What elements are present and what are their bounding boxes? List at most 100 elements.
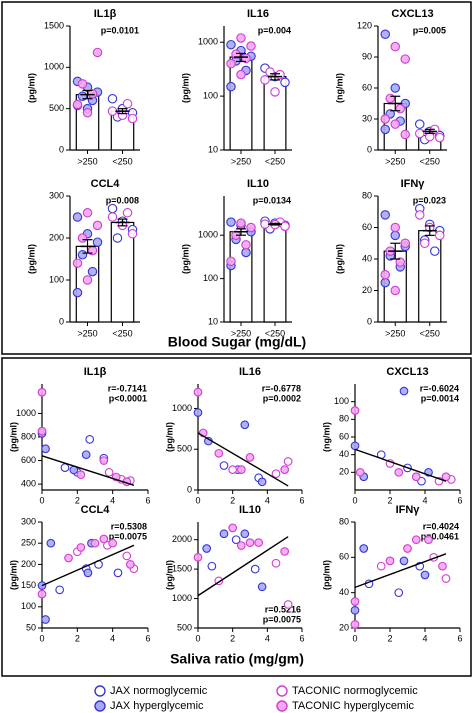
- top-panel-frame: [1, 1, 472, 355]
- data-point: [122, 551, 132, 561]
- annotation: p=0.008: [106, 195, 139, 205]
- x-tick-label: 0: [39, 633, 44, 643]
- x-tick-label: 6: [457, 495, 462, 505]
- data-point: [77, 250, 88, 260]
- data-point: [92, 47, 103, 58]
- y-axis-label: (pg/ml): [180, 244, 190, 274]
- x-tick-label: 0: [195, 633, 200, 643]
- data-point: [390, 285, 400, 296]
- data-point: [254, 538, 264, 547]
- data-point: [228, 523, 238, 533]
- data-point: [231, 49, 241, 59]
- y-axis-label: (pg/ml): [164, 560, 174, 590]
- y-tick-label: 1500: [44, 20, 64, 30]
- x-tick-label: <250: [420, 328, 440, 338]
- annotation: p=0.005: [413, 25, 446, 35]
- data-point: [260, 75, 270, 85]
- data-point: [246, 222, 256, 233]
- y-tick-label: 2000: [172, 534, 192, 544]
- data-point: [260, 219, 270, 229]
- x-tick-label: <250: [265, 328, 285, 338]
- y-tick-label: 500: [49, 103, 64, 113]
- annotation: p<0.0001: [109, 393, 147, 403]
- y-tick-label: 50: [26, 622, 36, 632]
- annotation: p=0.004: [258, 25, 291, 35]
- y-axis-label: (pg/ml): [26, 73, 36, 103]
- data-point: [37, 426, 47, 436]
- data-point: [403, 544, 412, 553]
- y-axis-label: (pg/ml): [180, 73, 190, 103]
- x-tick-label: 6: [457, 633, 462, 643]
- data-point: [395, 257, 405, 267]
- annotation: r=-0.6024: [420, 383, 459, 393]
- legend-marker: [276, 685, 288, 697]
- data-point: [236, 218, 246, 228]
- y-axis-label: (pg/ml): [321, 560, 331, 590]
- data-point: [37, 589, 47, 599]
- data-point: [72, 99, 83, 110]
- data-point: [60, 463, 70, 472]
- y-tick-label: 100: [203, 273, 218, 283]
- x-tick-label: 4: [265, 495, 270, 505]
- data-point: [82, 208, 93, 218]
- data-point: [390, 222, 400, 233]
- data-point: [87, 89, 98, 99]
- annotation: r=-0.6778: [262, 383, 301, 393]
- data-point: [380, 114, 390, 124]
- data-point: [250, 564, 260, 574]
- data-point: [122, 208, 133, 218]
- data-point: [236, 465, 246, 474]
- data-point: [226, 217, 236, 227]
- data-point: [226, 58, 236, 69]
- y-tick-label: 40: [362, 253, 372, 263]
- y-tick-label: 100: [203, 90, 218, 100]
- data-point: [380, 210, 390, 220]
- data-point: [104, 467, 114, 477]
- data-point: [90, 538, 100, 548]
- data-point: [246, 41, 256, 51]
- y-tick-label: 60: [362, 82, 372, 92]
- chart-title: IFNγ: [401, 178, 426, 190]
- data-point: [83, 568, 93, 578]
- data-point: [280, 221, 290, 232]
- data-point: [55, 585, 65, 595]
- data-point: [107, 203, 118, 214]
- data-point: [64, 553, 73, 563]
- data-point: [41, 444, 50, 454]
- y-tick-label: 10: [208, 144, 218, 154]
- y-tick-label: 80: [339, 516, 349, 526]
- section-x-label: Blood Sugar (mg/dL): [168, 334, 306, 350]
- x-tick-label: >250: [385, 156, 405, 166]
- y-axis-label: (pg/ml): [8, 422, 18, 452]
- x-tick-label: <250: [420, 156, 440, 166]
- data-point: [99, 534, 109, 544]
- y-tick-label: 300: [49, 190, 64, 200]
- data-point: [419, 238, 430, 249]
- y-tick-label: 600: [21, 455, 36, 465]
- data-point: [400, 238, 410, 249]
- data-point: [355, 467, 365, 477]
- data-point: [46, 538, 56, 548]
- data-point: [231, 535, 241, 545]
- data-point: [72, 287, 83, 298]
- chart-title: IL16: [239, 366, 261, 378]
- legend-label: JAX hyperglycemic: [110, 700, 204, 712]
- data-point: [424, 535, 433, 545]
- data-point: [380, 269, 390, 280]
- data-point: [202, 544, 212, 553]
- data-point: [275, 69, 285, 80]
- data-point: [207, 561, 217, 571]
- x-tick-label: <250: [112, 328, 132, 338]
- data-point: [107, 93, 118, 104]
- data-point: [394, 588, 404, 598]
- y-tick-label: 1000: [198, 37, 218, 47]
- x-tick-label: 0: [195, 495, 200, 505]
- data-point: [193, 387, 203, 397]
- y-tick-label: 500: [177, 622, 192, 632]
- y-tick-label: 500: [177, 444, 192, 454]
- x-tick-label: 2: [230, 495, 235, 505]
- regression-line: [41, 455, 135, 486]
- data-point: [400, 54, 410, 64]
- y-tick-label: 0: [59, 316, 64, 326]
